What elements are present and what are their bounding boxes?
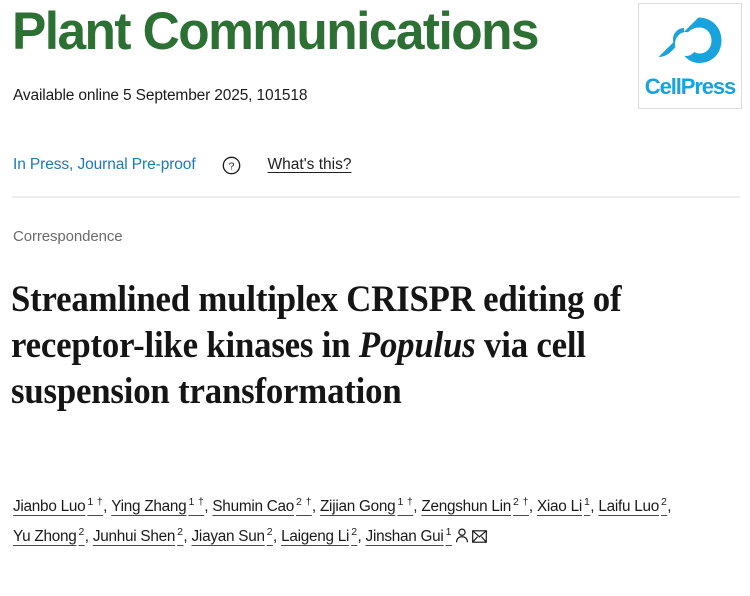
author-affiliation-marker: 2: [351, 525, 358, 538]
cellpress-infinity-icon: [658, 17, 722, 63]
author-name: Shumin Cao: [212, 498, 295, 515]
author-list: Jianbo Luo 1 †, Ying Zhang 1 †, Shumin Cao…: [13, 492, 737, 554]
article-type-label: Correspondence: [13, 228, 123, 245]
author-link[interactable]: Shumin Cao 2 †: [212, 495, 312, 515]
author-separator: ,: [84, 528, 93, 545]
author-affiliation-marker: 1: [445, 525, 452, 538]
title-segment-2: via cell suspension transformation: [11, 324, 586, 412]
author-affiliation-marker: 1 †: [87, 495, 104, 508]
author-separator: ,: [357, 528, 366, 545]
author-link[interactable]: Laigeng Li 2: [281, 525, 358, 545]
author-separator: ,: [183, 528, 192, 545]
cellpress-logo[interactable]: CellPress: [638, 3, 742, 109]
author-link[interactable]: Zijian Gong 1 †: [319, 495, 414, 515]
author-name: Zengshun Lin: [421, 498, 512, 515]
author-link[interactable]: Yu Zhong 2: [13, 525, 85, 545]
header-divider: [12, 196, 740, 198]
person-icon[interactable]: [455, 524, 469, 554]
author-separator: ,: [103, 498, 112, 515]
author-name: Jianbo Luo: [13, 498, 86, 515]
author-separator: ,: [590, 498, 599, 515]
author-name: Yu Zhong: [13, 528, 77, 545]
availability-line: Available online 5 September 2025, 10151…: [13, 87, 308, 104]
cellpress-wordmark: CellPress: [644, 74, 736, 99]
author-affiliation-marker: 1 †: [188, 495, 205, 508]
title-segment-0: Streamlined multiplex CRISPR editing of …: [11, 278, 622, 366]
author-link[interactable]: Ying Zhang 1 †: [111, 495, 205, 515]
publication-status-row: In Press, Journal Pre-proof ? What's thi…: [13, 152, 351, 178]
title-segment-1: Populus: [358, 324, 476, 366]
author-separator: ,: [204, 498, 213, 515]
page-title: Streamlined multiplex CRISPR editing of …: [11, 277, 669, 415]
author-link[interactable]: Zengshun Lin 2 †: [421, 495, 529, 515]
author-separator: ,: [311, 498, 320, 515]
question-circle-icon[interactable]: ?: [222, 156, 241, 175]
author-separator: ,: [667, 498, 672, 515]
status-badge[interactable]: In Press, Journal Pre-proof: [13, 156, 196, 173]
author-affiliation-marker: 2 †: [513, 495, 529, 508]
author-name: Laifu Luo: [598, 498, 660, 515]
author-affiliation-marker: 2: [78, 525, 85, 538]
whats-this-link[interactable]: What's this?: [267, 156, 352, 173]
author-link[interactable]: Jinshan Gui 1: [365, 525, 487, 545]
author-affiliation-marker: 1 †: [397, 495, 414, 508]
author-name: Jinshan Gui: [365, 528, 444, 545]
author-name: Zijian Gong: [319, 498, 396, 515]
author-link[interactable]: Jianbo Luo 1 †: [13, 495, 104, 515]
author-name: Xiao Li: [536, 498, 582, 515]
svg-text:?: ?: [228, 160, 234, 172]
author-name: Junhui Shen: [92, 528, 176, 545]
author-link[interactable]: Xiao Li 1: [536, 495, 591, 515]
author-link[interactable]: Laifu Luo 2: [598, 495, 668, 515]
author-name: Laigeng Li: [281, 528, 350, 545]
author-name: Jiayan Sun: [191, 528, 265, 545]
author-separator: ,: [272, 528, 282, 545]
author-link[interactable]: Jiayan Sun 2: [191, 525, 273, 545]
author-separator: ,: [413, 498, 422, 515]
author-affiliation-marker: 2 †: [296, 495, 312, 508]
journal-title: Plant Communications: [12, 2, 540, 61]
author-affiliation-marker: 2: [266, 525, 273, 538]
author-separator: ,: [528, 498, 537, 515]
author-link[interactable]: Junhui Shen 2: [92, 525, 184, 545]
author-name: Ying Zhang: [111, 498, 187, 515]
journal-masthead: Plant Communications Available online 5 …: [0, 0, 750, 120]
author-affiliation-marker: 2: [177, 525, 184, 538]
author-affiliation-marker: 1: [583, 495, 591, 508]
author-affiliation-marker: 2: [661, 495, 668, 508]
envelope-icon[interactable]: [471, 524, 487, 554]
